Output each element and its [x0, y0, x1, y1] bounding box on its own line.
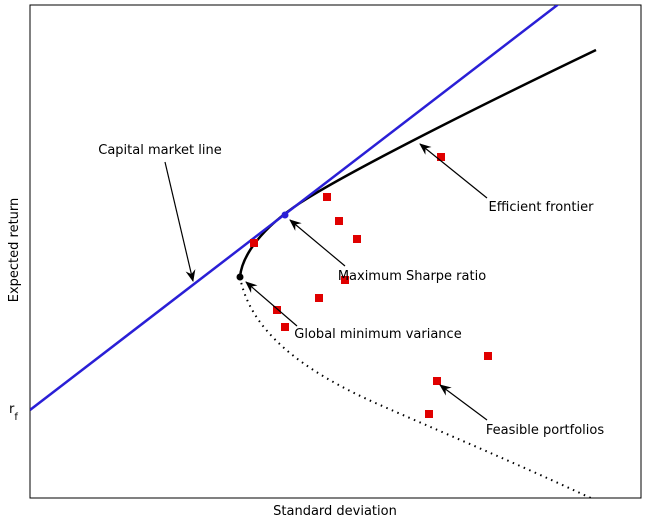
y-axis-label: Expected return	[7, 198, 22, 303]
capital-market-line	[30, 5, 560, 411]
plot-frame	[29, 4, 642, 499]
gmv-point	[236, 273, 244, 281]
inefficient-frontier	[239, 276, 594, 498]
max-sharpe-point	[281, 211, 289, 219]
rf-label: rf	[9, 402, 18, 423]
efficient-frontier	[238, 48, 597, 278]
rf-sub: f	[14, 412, 18, 423]
gmv-label: Global minimum variance	[294, 327, 461, 342]
feasible-label: Feasible portfolios	[486, 423, 604, 438]
ef-label: Efficient frontier	[489, 200, 595, 215]
cml-label: Capital market line	[98, 143, 221, 158]
x-axis-label: Standard deviation	[273, 504, 397, 519]
arrows	[164, 143, 488, 421]
rf-main: r	[9, 402, 15, 417]
sharpe-label: Maximum Sharpe ratio	[338, 269, 486, 284]
feasible-points	[250, 153, 492, 418]
